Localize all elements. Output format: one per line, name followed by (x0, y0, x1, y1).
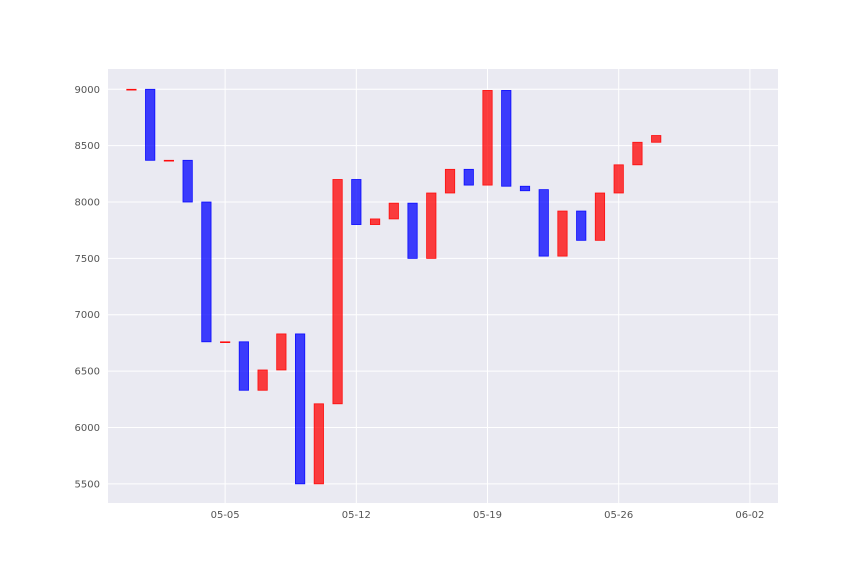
y-tick-label-7000: 7000 (75, 310, 100, 321)
bar-2024-05-21 (519, 185, 531, 192)
bar-2024-05-24 (576, 210, 587, 241)
bar-2024-05-04 (201, 201, 212, 343)
bar-2024-05-16 (426, 192, 437, 259)
bar-2024-05-09 (295, 333, 306, 485)
y-tick-label-5500: 5500 (75, 479, 100, 490)
x-tick-label-06-02: 06-02 (735, 510, 764, 521)
x-tick-label-05-05: 05-05 (211, 510, 240, 521)
y-tick-label-6500: 6500 (75, 367, 100, 378)
bar-2024-05-10 (313, 403, 324, 485)
bar-2024-05-26 (613, 164, 624, 194)
bars (126, 88, 662, 485)
x-axis-ticks: 05-05 05-12 05-19 05-26 06-02 (211, 510, 765, 521)
bar-2024-05-13 (369, 218, 381, 225)
bar-2024-05-12 (351, 179, 362, 225)
bar-2024-05-11 (332, 179, 343, 405)
bar-2024-05-03 (182, 159, 193, 203)
bar-2024-05-25 (594, 192, 606, 241)
bar-2024-05-07 (257, 369, 268, 391)
bar-2024-05-08 (276, 333, 287, 371)
gridlines (108, 69, 778, 503)
bar-2024-05-27 (632, 141, 643, 166)
y-tick-label-6000: 6000 (75, 423, 100, 434)
y-axis-ticks: 5500 6000 6500 7000 7500 8000 8500 9000 (75, 85, 100, 491)
y-tick-label-8500: 8500 (75, 141, 100, 152)
plot-background (108, 69, 778, 503)
bar-2024-05-15 (407, 202, 418, 259)
bar-2024-04-30 (126, 88, 137, 91)
bar-2024-05-05 (220, 341, 231, 343)
y-tick-label-8000: 8000 (75, 198, 100, 209)
bar-2024-05-17 (444, 168, 456, 194)
bar-2024-05-23 (557, 210, 568, 257)
bar-2024-05-01 (145, 88, 156, 161)
bar-2024-05-20 (501, 90, 512, 187)
x-tick-label-05-12: 05-12 (342, 510, 371, 521)
x-tick-label-05-26: 05-26 (604, 510, 633, 521)
bar-2024-05-19 (482, 90, 493, 186)
y-tick-label-9000: 9000 (75, 85, 100, 96)
y-tick-label-7500: 7500 (75, 254, 100, 265)
bar-2024-05-22 (538, 189, 549, 257)
bar-2024-05-28 (651, 135, 662, 143)
bar-2024-05-02 (163, 159, 174, 162)
bar-2024-05-14 (388, 202, 399, 220)
bar-2024-05-06 (238, 341, 249, 391)
x-tick-label-05-19: 05-19 (473, 510, 502, 521)
bar-2024-05-18 (463, 168, 474, 186)
